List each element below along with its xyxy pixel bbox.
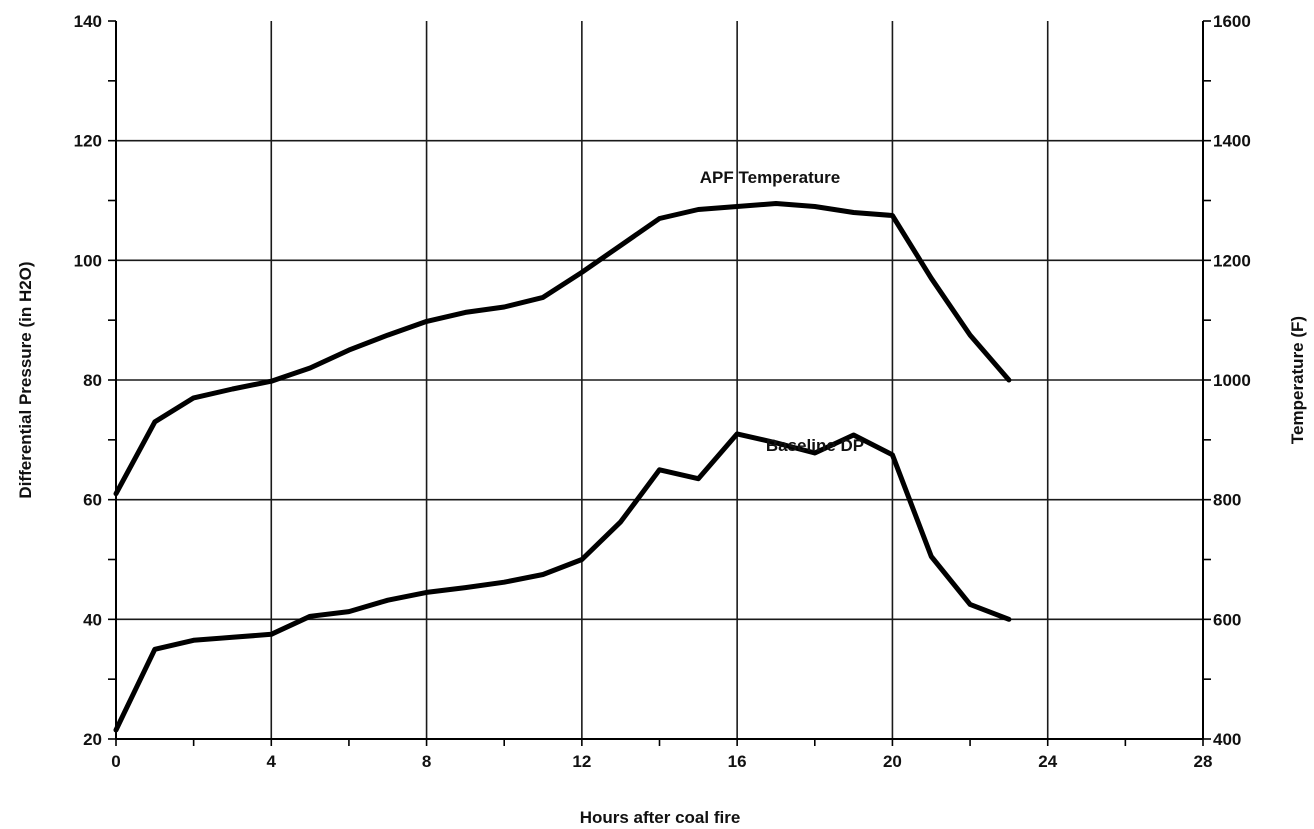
right-y-tick-label: 1200 xyxy=(1213,251,1251,270)
left-y-tick-label: 80 xyxy=(83,371,102,390)
right-y-axis-title: Temperature (F) xyxy=(1288,316,1307,444)
x-tick-label: 4 xyxy=(267,752,277,771)
ticks xyxy=(108,20,1211,746)
baseline-dp-line xyxy=(113,431,1012,733)
left-y-tick-label: 40 xyxy=(83,610,102,629)
x-tick-label: 0 xyxy=(111,752,120,771)
right-y-tick-label: 1000 xyxy=(1213,371,1251,390)
x-tick-label: 24 xyxy=(1038,752,1057,771)
apf-temperature-line xyxy=(113,201,1012,497)
x-tick-label: 16 xyxy=(728,752,747,771)
x-tick-label: 8 xyxy=(422,752,431,771)
x-axis-title: Hours after coal fire xyxy=(580,808,741,827)
x-tick-label: 20 xyxy=(883,752,902,771)
tick-labels: 0 4 8 12 16 20 24 28 20 40 60 80 100 120 140 400 600 800 1… xyxy=(74,12,1251,771)
x-tick-label: 28 xyxy=(1194,752,1213,771)
right-y-tick-label: 600 xyxy=(1213,610,1241,629)
gridlines xyxy=(116,21,1203,739)
left-y-tick-label: 120 xyxy=(74,132,102,151)
left-y-tick-label: 20 xyxy=(83,730,102,749)
left-y-axis-title: Differential Pressure (in H2O) xyxy=(16,261,35,498)
apf-temperature-annotation: APF Temperature xyxy=(700,168,840,187)
right-y-tick-label: 1600 xyxy=(1213,12,1251,31)
right-y-tick-label: 400 xyxy=(1213,730,1241,749)
left-y-tick-label: 140 xyxy=(74,12,102,31)
right-y-tick-label: 800 xyxy=(1213,491,1241,510)
left-y-tick-label: 100 xyxy=(74,251,102,270)
left-y-tick-label: 60 xyxy=(83,491,102,510)
baseline-dp-annotation: Baseline DP xyxy=(766,436,864,455)
right-y-tick-label: 1400 xyxy=(1213,132,1251,151)
series-lines xyxy=(113,201,1012,733)
x-tick-label: 12 xyxy=(572,752,591,771)
